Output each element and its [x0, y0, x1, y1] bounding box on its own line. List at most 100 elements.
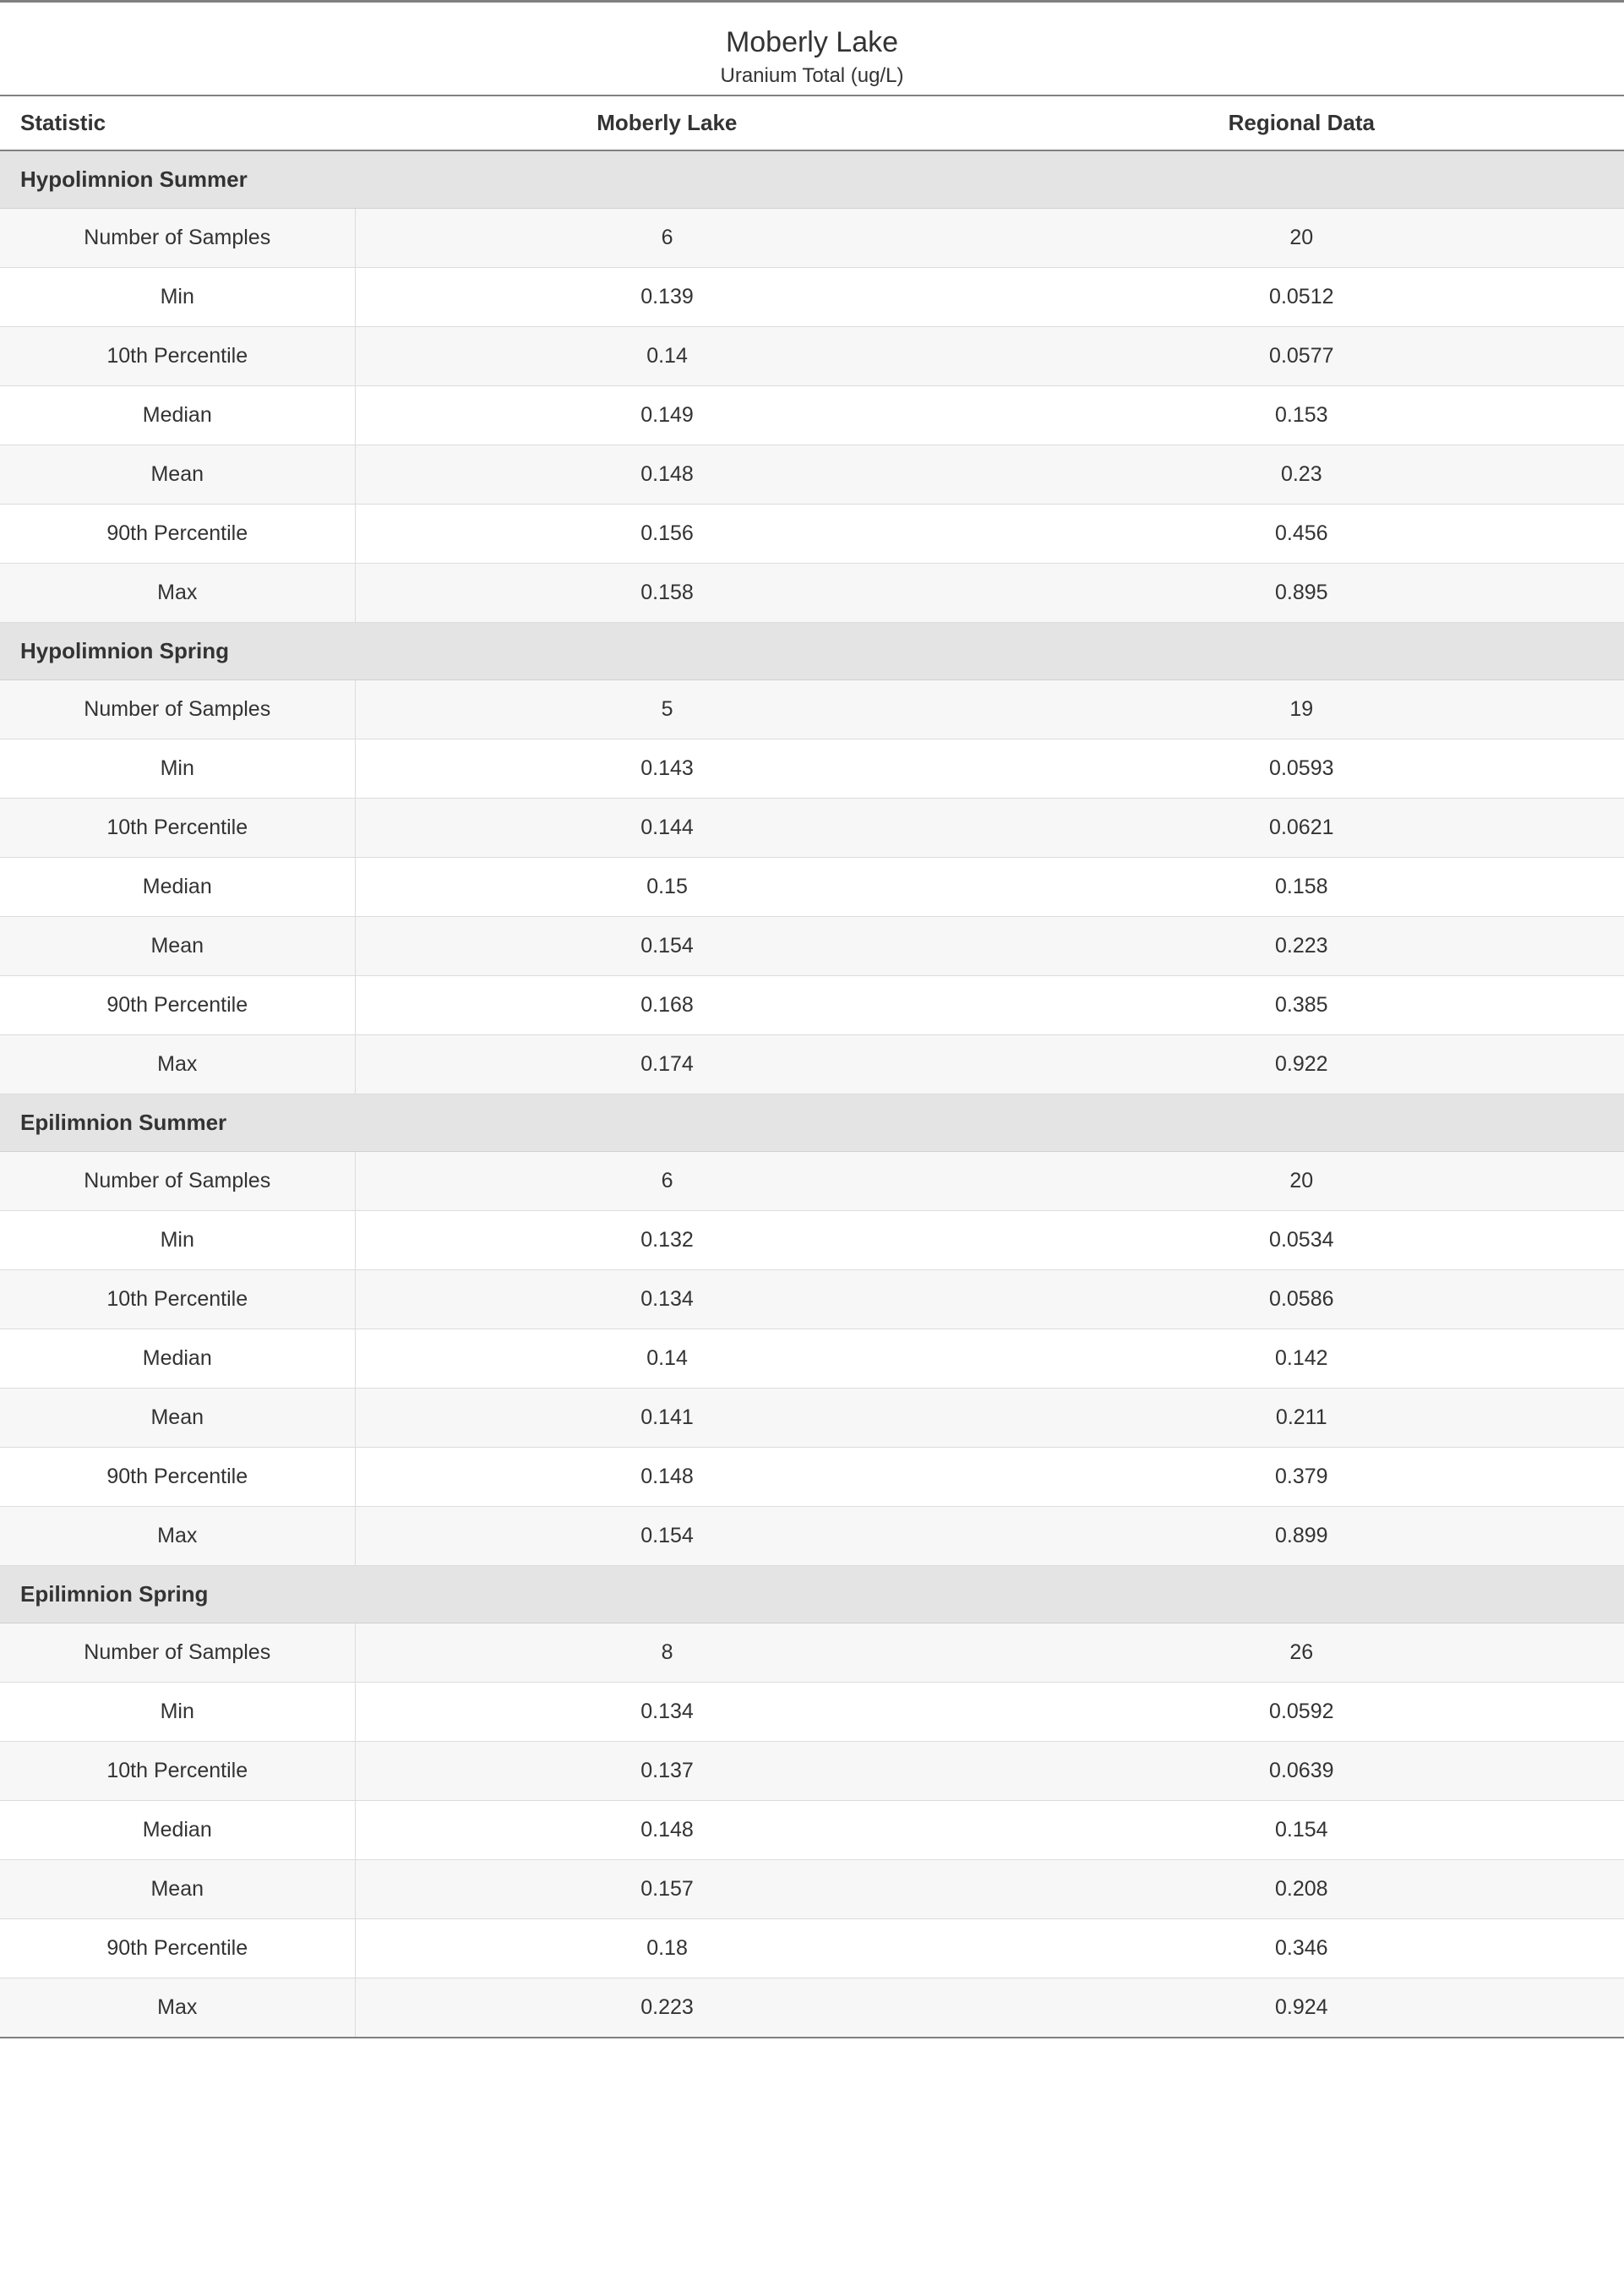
regional-value: 0.346 — [979, 1919, 1624, 1978]
stat-label: Max — [0, 1978, 355, 2038]
stat-label: Median — [0, 1329, 355, 1389]
regional-value: 0.385 — [979, 976, 1624, 1035]
site-value: 6 — [355, 209, 979, 268]
table-row: Median0.1480.154 — [0, 1801, 1624, 1860]
stat-label: 90th Percentile — [0, 1448, 355, 1507]
site-value: 0.148 — [355, 1801, 979, 1860]
table-row: Median0.140.142 — [0, 1329, 1624, 1389]
site-value: 0.154 — [355, 917, 979, 976]
regional-value: 0.895 — [979, 564, 1624, 623]
stat-label: Max — [0, 1507, 355, 1566]
regional-value: 26 — [979, 1623, 1624, 1683]
site-value: 0.156 — [355, 505, 979, 564]
table-row: 10th Percentile0.1340.0586 — [0, 1270, 1624, 1329]
site-value: 6 — [355, 1152, 979, 1211]
regional-value: 20 — [979, 1152, 1624, 1211]
stat-label: Min — [0, 268, 355, 327]
site-value: 0.134 — [355, 1270, 979, 1329]
table-row: 90th Percentile0.1560.456 — [0, 505, 1624, 564]
regional-value: 0.922 — [979, 1035, 1624, 1094]
site-value: 0.14 — [355, 327, 979, 386]
section-title: Hypolimnion Spring — [0, 623, 1624, 680]
section-header: Epilimnion Spring — [0, 1566, 1624, 1623]
regional-value: 0.456 — [979, 505, 1624, 564]
table-row: 90th Percentile0.1680.385 — [0, 976, 1624, 1035]
stat-label: 10th Percentile — [0, 327, 355, 386]
regional-value: 20 — [979, 209, 1624, 268]
stats-table: Statistic Moberly Lake Regional Data Hyp… — [0, 95, 1624, 2038]
stat-label: Min — [0, 739, 355, 799]
section-title: Hypolimnion Summer — [0, 150, 1624, 209]
site-value: 5 — [355, 680, 979, 739]
stat-label: Median — [0, 386, 355, 445]
table-row: Median0.150.158 — [0, 858, 1624, 917]
stat-label: Min — [0, 1211, 355, 1270]
table-row: Number of Samples826 — [0, 1623, 1624, 1683]
section-header: Hypolimnion Spring — [0, 623, 1624, 680]
stat-label: Number of Samples — [0, 1152, 355, 1211]
stat-label: Mean — [0, 1860, 355, 1919]
stat-label: 10th Percentile — [0, 1742, 355, 1801]
title-block: Moberly Lake Uranium Total (ug/L) — [0, 11, 1624, 95]
stat-label: Mean — [0, 917, 355, 976]
table-row: 10th Percentile0.1370.0639 — [0, 1742, 1624, 1801]
regional-value: 0.158 — [979, 858, 1624, 917]
report-container: Moberly Lake Uranium Total (ug/L) Statis… — [0, 0, 1624, 2038]
regional-value: 0.23 — [979, 445, 1624, 505]
section-header: Hypolimnion Summer — [0, 150, 1624, 209]
stat-label: Mean — [0, 1389, 355, 1448]
section-title: Epilimnion Summer — [0, 1094, 1624, 1152]
regional-value: 0.0593 — [979, 739, 1624, 799]
table-row: Max0.2230.924 — [0, 1978, 1624, 2038]
table-row: Mean0.1410.211 — [0, 1389, 1624, 1448]
regional-value: 0.0577 — [979, 327, 1624, 386]
table-row: Number of Samples519 — [0, 680, 1624, 739]
site-value: 8 — [355, 1623, 979, 1683]
table-row: Median0.1490.153 — [0, 386, 1624, 445]
site-value: 0.14 — [355, 1329, 979, 1389]
stat-label: 10th Percentile — [0, 799, 355, 858]
site-value: 0.223 — [355, 1978, 979, 2038]
site-value: 0.137 — [355, 1742, 979, 1801]
stat-label: Number of Samples — [0, 680, 355, 739]
site-value: 0.174 — [355, 1035, 979, 1094]
stat-label: Mean — [0, 445, 355, 505]
table-row: Min0.1340.0592 — [0, 1683, 1624, 1742]
regional-value: 0.208 — [979, 1860, 1624, 1919]
regional-value: 0.379 — [979, 1448, 1624, 1507]
table-row: 90th Percentile0.1480.379 — [0, 1448, 1624, 1507]
regional-value: 0.924 — [979, 1978, 1624, 2038]
regional-value: 0.0534 — [979, 1211, 1624, 1270]
table-row: Max0.1540.899 — [0, 1507, 1624, 1566]
stat-label: Min — [0, 1683, 355, 1742]
regional-value: 0.223 — [979, 917, 1624, 976]
stat-label: Median — [0, 1801, 355, 1860]
stat-label: 90th Percentile — [0, 1919, 355, 1978]
regional-value: 0.0592 — [979, 1683, 1624, 1742]
table-row: 10th Percentile0.140.0577 — [0, 327, 1624, 386]
regional-value: 0.142 — [979, 1329, 1624, 1389]
site-value: 0.143 — [355, 739, 979, 799]
site-value: 0.157 — [355, 1860, 979, 1919]
col-header-regional: Regional Data — [979, 95, 1624, 150]
page-title: Moberly Lake — [0, 26, 1624, 59]
regional-value: 19 — [979, 680, 1624, 739]
stat-label: Number of Samples — [0, 209, 355, 268]
stat-label: 90th Percentile — [0, 505, 355, 564]
stat-label: 90th Percentile — [0, 976, 355, 1035]
site-value: 0.168 — [355, 976, 979, 1035]
regional-value: 0.211 — [979, 1389, 1624, 1448]
site-value: 0.15 — [355, 858, 979, 917]
regional-value: 0.153 — [979, 386, 1624, 445]
site-value: 0.18 — [355, 1919, 979, 1978]
col-header-statistic: Statistic — [0, 95, 355, 150]
regional-value: 0.899 — [979, 1507, 1624, 1566]
site-value: 0.141 — [355, 1389, 979, 1448]
table-row: Mean0.1540.223 — [0, 917, 1624, 976]
regional-value: 0.0586 — [979, 1270, 1624, 1329]
table-row: 90th Percentile0.180.346 — [0, 1919, 1624, 1978]
table-row: Min0.1390.0512 — [0, 268, 1624, 327]
table-row: Number of Samples620 — [0, 1152, 1624, 1211]
table-row: Number of Samples620 — [0, 209, 1624, 268]
table-row: Max0.1740.922 — [0, 1035, 1624, 1094]
